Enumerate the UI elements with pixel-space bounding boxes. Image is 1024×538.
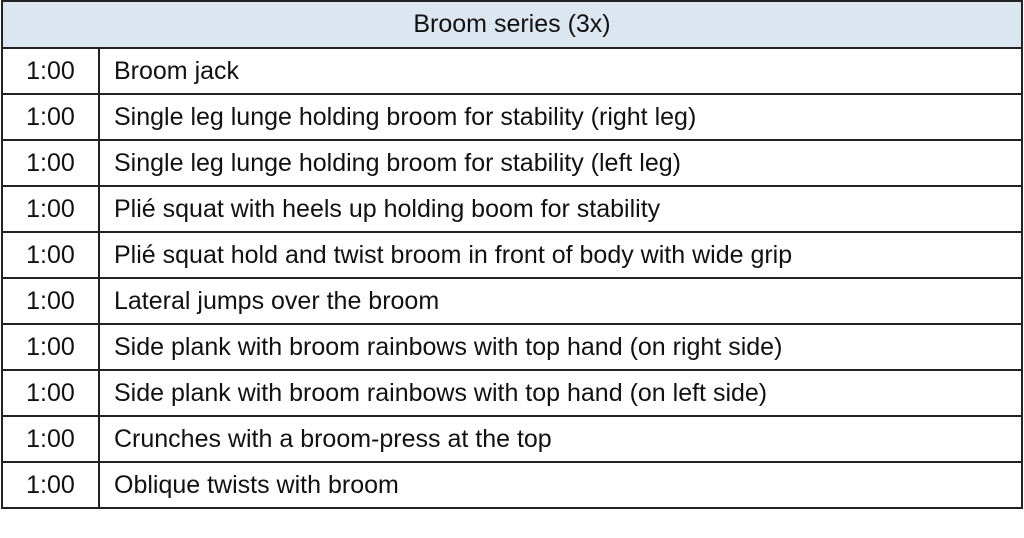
table-body: 1:00 Broom jack 1:00 Single leg lunge holdi… <box>1 47 1023 509</box>
exercise-row: 1:00 Crunches with a broom-press at the t… <box>1 415 1023 463</box>
exercise-cell: Plié squat hold and twist broom in front… <box>98 231 1023 279</box>
exercise-row: 1:00 Oblique twists with broom <box>1 461 1023 509</box>
duration-cell: 1:00 <box>1 415 100 463</box>
exercise-row: 1:00 Side plank with broom rainbows with … <box>1 369 1023 417</box>
exercise-cell: Broom jack <box>98 47 1023 95</box>
exercise-cell: Single leg lunge holding broom for stabi… <box>98 139 1023 187</box>
header-row: Broom series (3x) <box>1 0 1023 49</box>
exercise-row: 1:00 Plié squat hold and twist broom in f… <box>1 231 1023 279</box>
duration-cell: 1:00 <box>1 323 100 371</box>
exercise-cell: Side plank with broom rainbows with top … <box>98 323 1023 371</box>
duration-cell: 1:00 <box>1 139 100 187</box>
duration-cell: 1:00 <box>1 369 100 417</box>
exercise-cell: Crunches with a broom-press at the top <box>98 415 1023 463</box>
exercise-row: 1:00 Broom jack <box>1 47 1023 95</box>
duration-cell: 1:00 <box>1 461 100 509</box>
exercise-cell: Plié squat with heels up holding boom fo… <box>98 185 1023 233</box>
exercise-row: 1:00 Lateral jumps over the broom <box>1 277 1023 325</box>
exercise-row: 1:00 Side plank with broom rainbows with … <box>1 323 1023 371</box>
exercise-cell: Single leg lunge holding broom for stabi… <box>98 93 1023 141</box>
table-title: Broom series (3x) <box>1 0 1023 49</box>
exercise-row: 1:00 Single leg lunge holding broom for s… <box>1 93 1023 141</box>
duration-cell: 1:00 <box>1 277 100 325</box>
workout-table: Broom series (3x) 1:00 Broom jack 1:00 Sing… <box>1 0 1023 509</box>
duration-cell: 1:00 <box>1 93 100 141</box>
exercise-cell: Lateral jumps over the broom <box>98 277 1023 325</box>
duration-cell: 1:00 <box>1 47 100 95</box>
exercise-cell: Side plank with broom rainbows with top … <box>98 369 1023 417</box>
exercise-row: 1:00 Plié squat with heels up holding boo… <box>1 185 1023 233</box>
duration-cell: 1:00 <box>1 185 100 233</box>
exercise-cell: Oblique twists with broom <box>98 461 1023 509</box>
exercise-row: 1:00 Single leg lunge holding broom for s… <box>1 139 1023 187</box>
duration-cell: 1:00 <box>1 231 100 279</box>
